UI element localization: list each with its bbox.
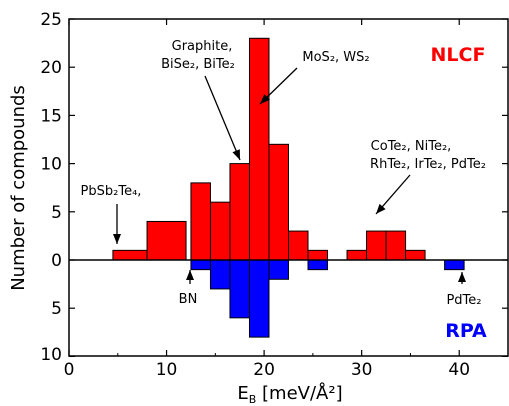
- annotation-cote2-line1: CoTe₂, NiTe₂,: [371, 139, 452, 154]
- bar-nlcf: [248, 37, 270, 261]
- bar-nlcf: [385, 230, 407, 261]
- y-tick-label: 5: [51, 299, 62, 319]
- x-axis-label-symbol: E: [237, 383, 248, 404]
- bar-nlcf: [288, 230, 309, 261]
- bar-rpa: [444, 259, 465, 271]
- annotation-graphite-line2: BiSe₂, BiTe₂: [161, 57, 235, 72]
- y-tick-label: 10: [40, 345, 62, 365]
- annotation-arrows: [113, 67, 466, 284]
- bar-nlcf: [346, 249, 368, 261]
- arrow-bn: [186, 270, 194, 284]
- y-tick-label: 10: [40, 155, 62, 175]
- y-tick-label: 15: [40, 106, 62, 126]
- x-tick-label: 0: [64, 360, 75, 380]
- annotation-mos2: MoS₂, WS₂: [302, 50, 369, 65]
- y-tick-label: 20: [40, 58, 62, 78]
- x-tick-label: 10: [156, 360, 178, 380]
- method-label-nlcf: NLCF: [431, 44, 486, 66]
- arrow-pbsb2te4: [113, 204, 121, 244]
- x-tick-label: 40: [448, 360, 470, 380]
- annotation-bn: BN: [179, 292, 198, 307]
- plot-frame: [68, 18, 509, 357]
- x-tick-label: 20: [253, 360, 275, 380]
- arrow-mos2: [259, 67, 298, 105]
- bar-nlcf: [190, 182, 211, 261]
- x-tick-label: 30: [351, 360, 373, 380]
- bar-nlcf: [146, 220, 187, 261]
- annotation-pdte2: PdTe₂: [446, 293, 481, 308]
- bar-rpa: [307, 259, 329, 271]
- arrow-pdte2: [458, 272, 466, 284]
- method-label-rpa: RPA: [445, 320, 487, 342]
- bar-nlcf: [229, 163, 250, 261]
- bar-rpa: [190, 259, 211, 271]
- annotation-cote2-line2: RhTe₂, IrTe₂, PdTe₂: [370, 157, 486, 172]
- bar-nlcf: [209, 201, 231, 261]
- arrow-graphite: [204, 75, 241, 161]
- bar-nlcf: [268, 143, 290, 261]
- bar-nlcf: [307, 249, 329, 261]
- arrow-cote2: [375, 174, 411, 215]
- bar-rpa: [209, 259, 231, 290]
- y-tick-label: 25: [40, 10, 62, 30]
- annotation-pbsb2te4: PbSb₂Te₄,: [81, 184, 142, 199]
- y-axis-label: Number of compounds: [8, 85, 29, 291]
- bar-rpa: [268, 259, 290, 280]
- bars-layer: [112, 37, 465, 338]
- annotation-graphite-line1: Graphite,: [172, 39, 233, 54]
- x-axis-label: EB [meV/Å²]: [237, 382, 342, 406]
- y-tick-label: 5: [51, 203, 62, 223]
- x-axis-label-units: [meV/Å²]: [256, 382, 342, 404]
- bar-nlcf: [112, 249, 148, 261]
- bar-nlcf: [366, 230, 387, 261]
- bar-rpa: [229, 259, 250, 319]
- x-axis-label-subscript: B: [249, 393, 257, 406]
- bar-nlcf: [405, 249, 426, 261]
- y-tick-label: 0: [51, 251, 62, 271]
- bar-rpa: [248, 259, 270, 338]
